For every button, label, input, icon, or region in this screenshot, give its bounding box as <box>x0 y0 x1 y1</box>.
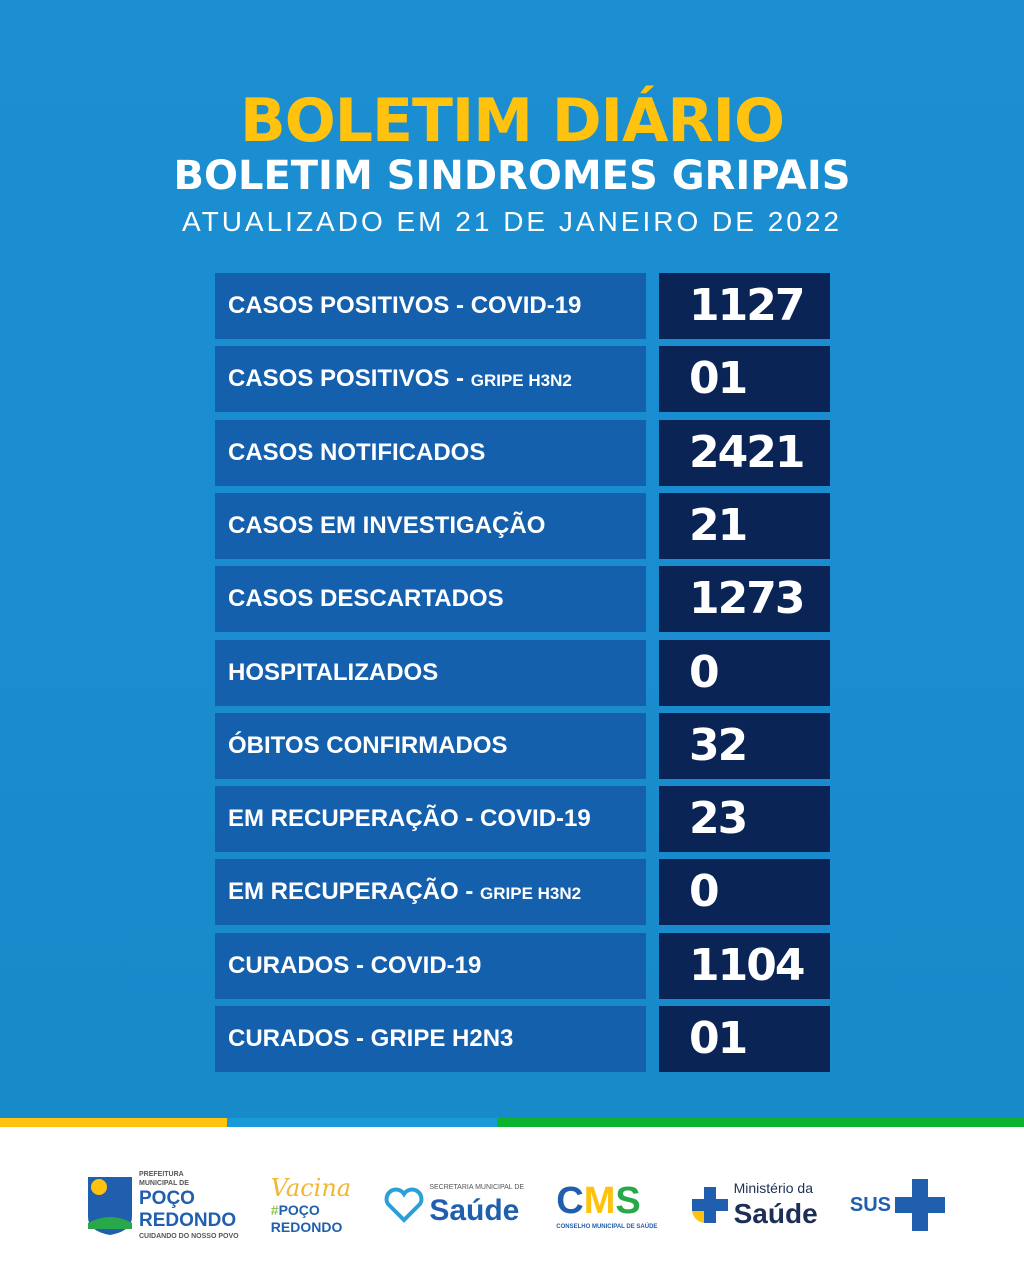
row-label-main: CASOS POSITIVOS - COVID-19 <box>228 292 582 319</box>
table-row: CURADOS - GRIPE H2N3 01 <box>215 1006 830 1072</box>
row-value: 1273 <box>659 566 830 633</box>
sus-cross-icon <box>894 1179 945 1231</box>
table-row: EM RECUPERAÇÃO - GRIPE H3N2 0 <box>215 859 830 926</box>
shield-icon <box>88 1177 132 1235</box>
row-label-main: EM RECUPERAÇÃO - COVID-19 <box>228 805 591 833</box>
update-date: ATUALIZADO EM 21 DE JANEIRO DE 2022 <box>182 206 842 237</box>
row-value: 2421 <box>659 419 830 486</box>
row-label-main: CASOS NOTIFICADOS <box>228 438 486 466</box>
row-label: HOSPITALIZADOS <box>215 639 646 706</box>
table-row: CASOS POSITIVOS - COVID-19 1127 <box>215 273 830 339</box>
row-label-main: CURADOS - GRIPE H2N3 <box>228 1025 514 1052</box>
row-label: CASOS POSITIVOS - COVID-19 <box>215 273 646 339</box>
row-label-main: CASOS DESCARTADOS <box>228 585 504 613</box>
logo-poco-redondo: PREFEITURA MUNICIPAL DE POÇO REDONDO CUIDAND… <box>85 1170 239 1241</box>
row-label: CURADOS - GRIPE H2N3 <box>215 1006 646 1072</box>
page-title: BOLETIM DIÁRIO <box>240 86 785 156</box>
table-row: CASOS DESCARTADOS 1273 <box>215 566 830 633</box>
table-row: CURADOS - COVID-19 1104 <box>215 932 830 999</box>
table-row: EM RECUPERAÇÃO - COVID-19 23 <box>215 786 830 853</box>
footer-logos: PREFEITURA MUNICIPAL DE POÇO REDONDO CUIDAND… <box>85 1150 945 1260</box>
row-label: ÓBITOS CONFIRMADOS <box>215 712 646 779</box>
row-value: 1104 <box>659 932 830 999</box>
logo-cms: CMS CONSELHO MUNICIPAL DE SAÚDE <box>556 1180 658 1230</box>
logo-ministerio-saude: Ministério da Saúde <box>690 1180 818 1230</box>
row-label-main: CASOS EM INVESTIGAÇÃO <box>228 511 546 539</box>
table-row: CASOS POSITIVOS - GRIPE H3N2 01 <box>215 346 830 413</box>
logo-sus: SUS <box>850 1179 945 1231</box>
row-label: CASOS POSITIVOS - GRIPE H3N2 <box>215 346 646 413</box>
heart-icon <box>384 1187 424 1223</box>
row-label: CASOS NOTIFICADOS <box>215 419 646 486</box>
row-value: 0 <box>659 859 830 926</box>
table-row: ÓBITOS CONFIRMADOS 32 <box>215 712 830 779</box>
row-value: 01 <box>659 1006 830 1072</box>
logo-vacina: Vacina #POÇO REDONDO <box>270 1174 352 1235</box>
row-label-main: HOSPITALIZADOS <box>228 658 439 686</box>
row-label: CURADOS - COVID-19 <box>215 932 646 999</box>
row-label: CASOS DESCARTADOS <box>215 566 646 633</box>
row-value: 1127 <box>659 273 830 339</box>
table-row: CASOS NOTIFICADOS 2421 <box>215 419 830 486</box>
row-label-suffix: GRIPE H3N2 <box>470 371 572 391</box>
poster-background <box>0 0 1024 1118</box>
row-value: 0 <box>659 639 830 706</box>
row-label-suffix: GRIPE H3N2 <box>480 884 582 904</box>
row-value: 01 <box>659 346 830 413</box>
cross-icon <box>691 1187 728 1223</box>
row-label: EM RECUPERAÇÃO - COVID-19 <box>215 786 646 853</box>
row-label: EM RECUPERAÇÃO - GRIPE H3N2 <box>215 859 646 926</box>
stripe-green <box>497 1118 1024 1127</box>
page-subtitle: BOLETIM SINDROMES GRIPAIS <box>173 153 851 199</box>
row-value: 23 <box>659 786 830 853</box>
row-label-main: CURADOS - COVID-19 <box>228 951 482 979</box>
table-row: CASOS EM INVESTIGAÇÃO 21 <box>215 492 830 559</box>
row-value: 21 <box>659 492 830 559</box>
logo-secretaria-saude: SECRETARIA MUNICIPAL DE Saúde <box>383 1183 524 1228</box>
stripe-blue <box>227 1118 497 1127</box>
stripe-yellow <box>0 1118 227 1127</box>
row-label-main: EM RECUPERAÇÃO - <box>228 878 481 906</box>
row-value: 32 <box>659 712 830 779</box>
row-label: CASOS EM INVESTIGAÇÃO <box>215 492 646 559</box>
row-label-main: ÓBITOS CONFIRMADOS <box>228 731 508 759</box>
row-label-main: CASOS POSITIVOS - <box>228 365 471 393</box>
table-row: HOSPITALIZADOS 0 <box>215 639 830 706</box>
